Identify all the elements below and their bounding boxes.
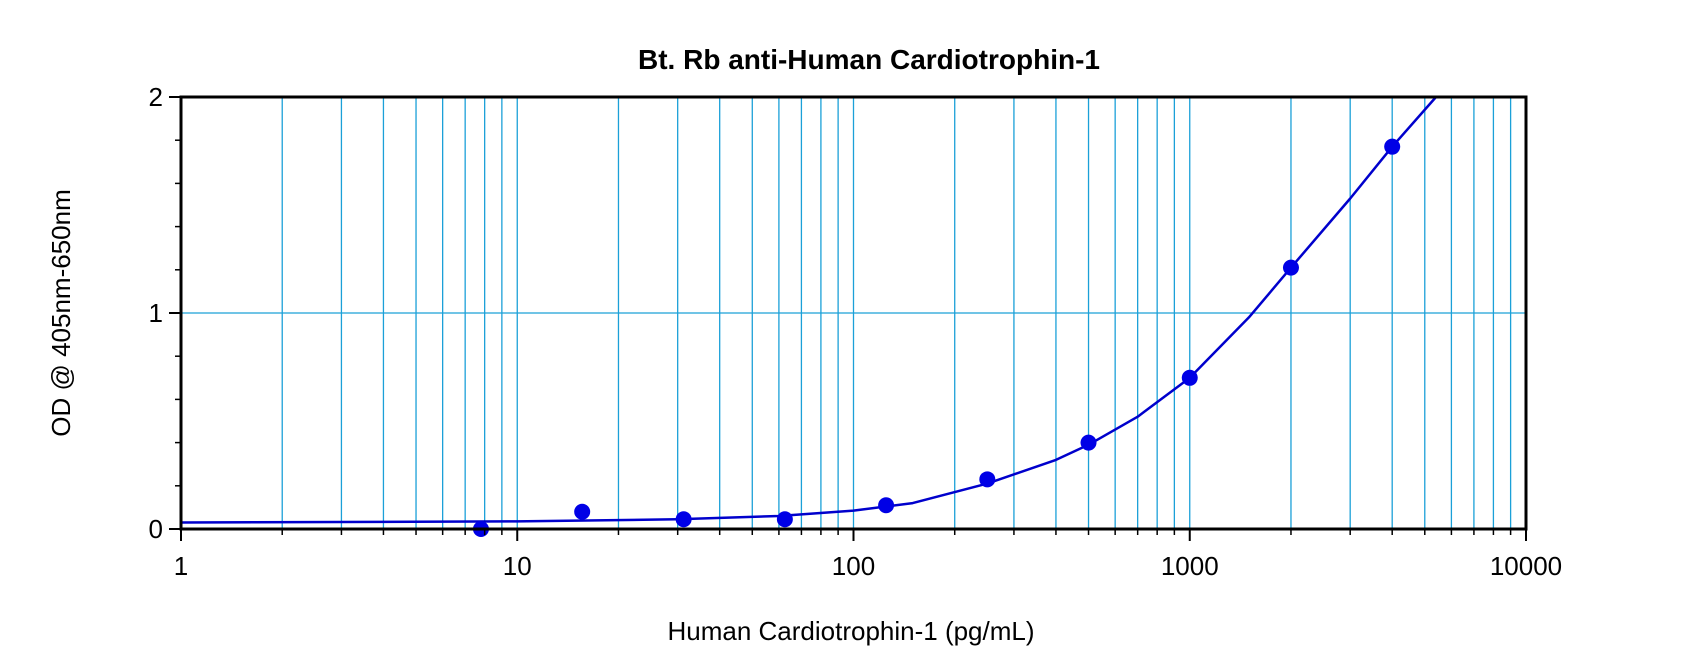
x-axis-label: Human Cardiotrophin-1 (pg/mL) bbox=[667, 616, 1034, 646]
chart-title: Bt. Rb anti-Human Cardiotrophin-1 bbox=[638, 44, 1100, 75]
x-tick-label: 100 bbox=[832, 551, 875, 581]
data-point bbox=[1282, 259, 1299, 276]
data-point bbox=[675, 511, 692, 528]
fit-curve-layer bbox=[180, 96, 1437, 524]
data-point bbox=[1080, 434, 1097, 451]
data-point bbox=[878, 497, 895, 514]
data-point bbox=[1384, 138, 1401, 155]
x-tick-label: 10 bbox=[503, 551, 532, 581]
grid bbox=[181, 97, 1526, 529]
x-tick-label: 1 bbox=[174, 551, 188, 581]
data-point bbox=[776, 511, 793, 528]
y-tick-label: 2 bbox=[149, 82, 163, 112]
data-point bbox=[1181, 369, 1198, 386]
x-tick-label: 10000 bbox=[1490, 551, 1562, 581]
data-point bbox=[574, 503, 591, 520]
data-points-layer bbox=[472, 138, 1401, 537]
data-point bbox=[979, 471, 996, 488]
fit-curve bbox=[180, 96, 1437, 524]
axis-ticks bbox=[169, 96, 1527, 541]
y-tick-label: 1 bbox=[149, 298, 163, 328]
x-tick-label: 1000 bbox=[1161, 551, 1219, 581]
y-tick-label: 0 bbox=[149, 514, 163, 544]
y-axis-label: OD @ 405nm-650nm bbox=[46, 189, 76, 437]
